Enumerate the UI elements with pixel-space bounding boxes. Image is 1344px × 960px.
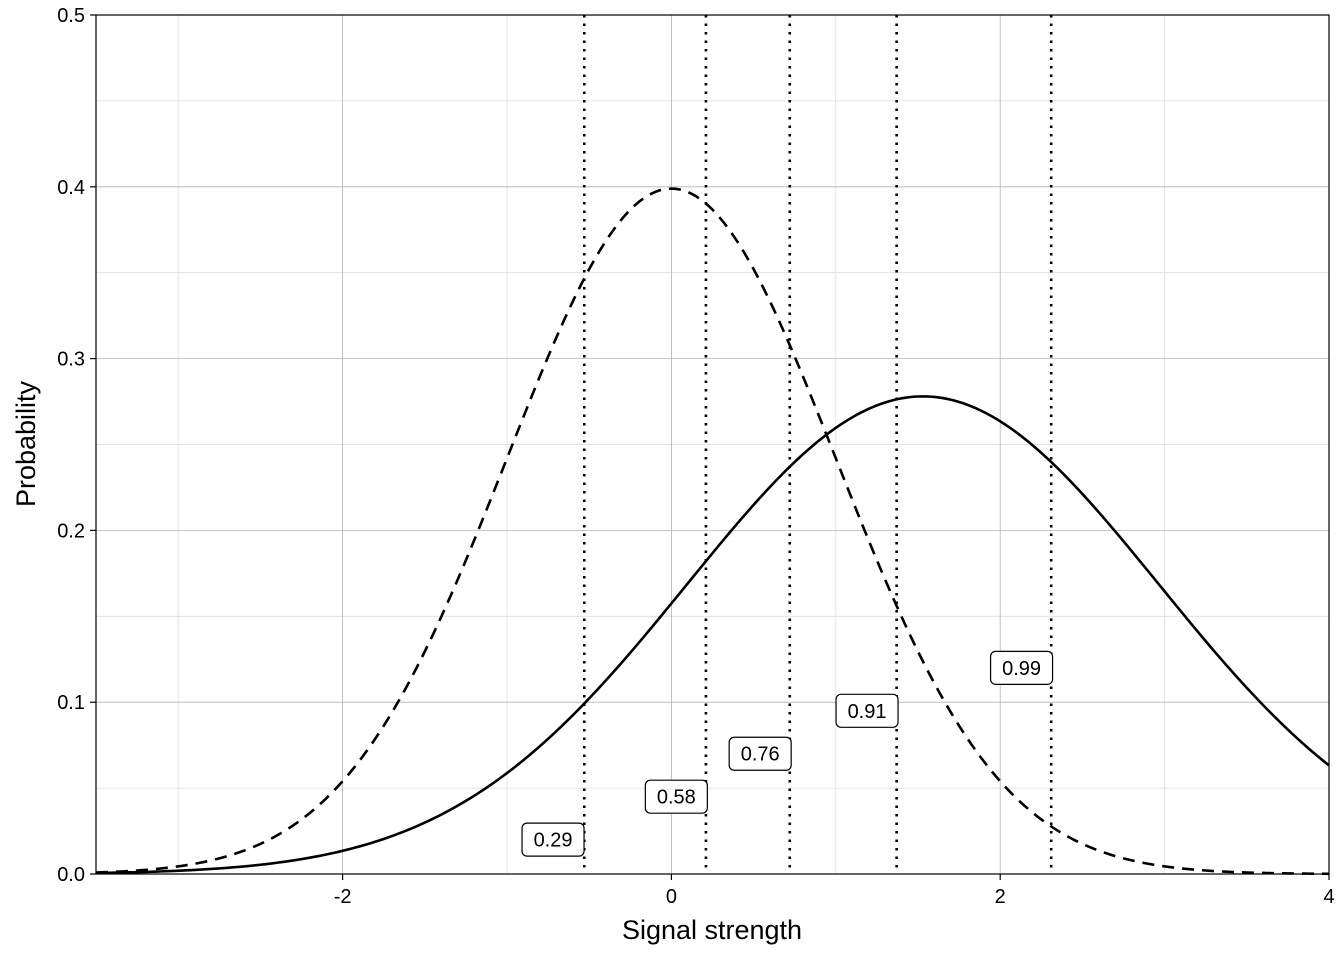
- y-tick-label: 0.3: [57, 349, 85, 371]
- threshold-label: 0.58: [657, 787, 696, 809]
- plot-border: [95, 14, 1330, 875]
- y-tick-label: 0.0: [57, 864, 85, 886]
- x-tick-label: 4: [1323, 886, 1334, 908]
- threshold-label: 0.29: [534, 830, 573, 852]
- x-axis: -2 0 2 4: [334, 874, 1335, 908]
- threshold-label-box: [644, 779, 708, 814]
- threshold-label-box: [728, 736, 792, 771]
- threshold-label: 0.99: [1002, 658, 1041, 680]
- threshold-label-box: [521, 822, 585, 857]
- threshold-lines: [582, 15, 1053, 874]
- threshold-label-box: [835, 693, 899, 728]
- y-tick-label: 0.1: [57, 692, 85, 714]
- x-tick-label: 2: [995, 886, 1006, 908]
- solid-density-curve: [95, 395, 1330, 875]
- y-axis: 0.0 0.1 0.2 0.3 0.4 0.5: [57, 5, 96, 886]
- y-axis-title: Probability: [11, 380, 41, 507]
- x-tick-label: 0: [666, 886, 677, 908]
- grid-minor: [96, 15, 1329, 874]
- x-tick-label: -2: [334, 886, 352, 908]
- threshold-label: 0.76: [741, 744, 780, 766]
- density-curves: [95, 187, 1330, 876]
- threshold-label: 0.91: [848, 701, 887, 723]
- y-tick-label: 0.2: [57, 520, 85, 542]
- x-axis-title: Signal strength: [622, 915, 802, 945]
- y-tick-label: 0.5: [57, 5, 85, 27]
- dashed-density-curve: [95, 187, 1330, 876]
- y-tick-label: 0.4: [57, 177, 85, 199]
- threshold-label-box: [989, 650, 1054, 685]
- threshold-labels: 0.29 0.58 0.76 0.91 0.99: [521, 650, 1054, 857]
